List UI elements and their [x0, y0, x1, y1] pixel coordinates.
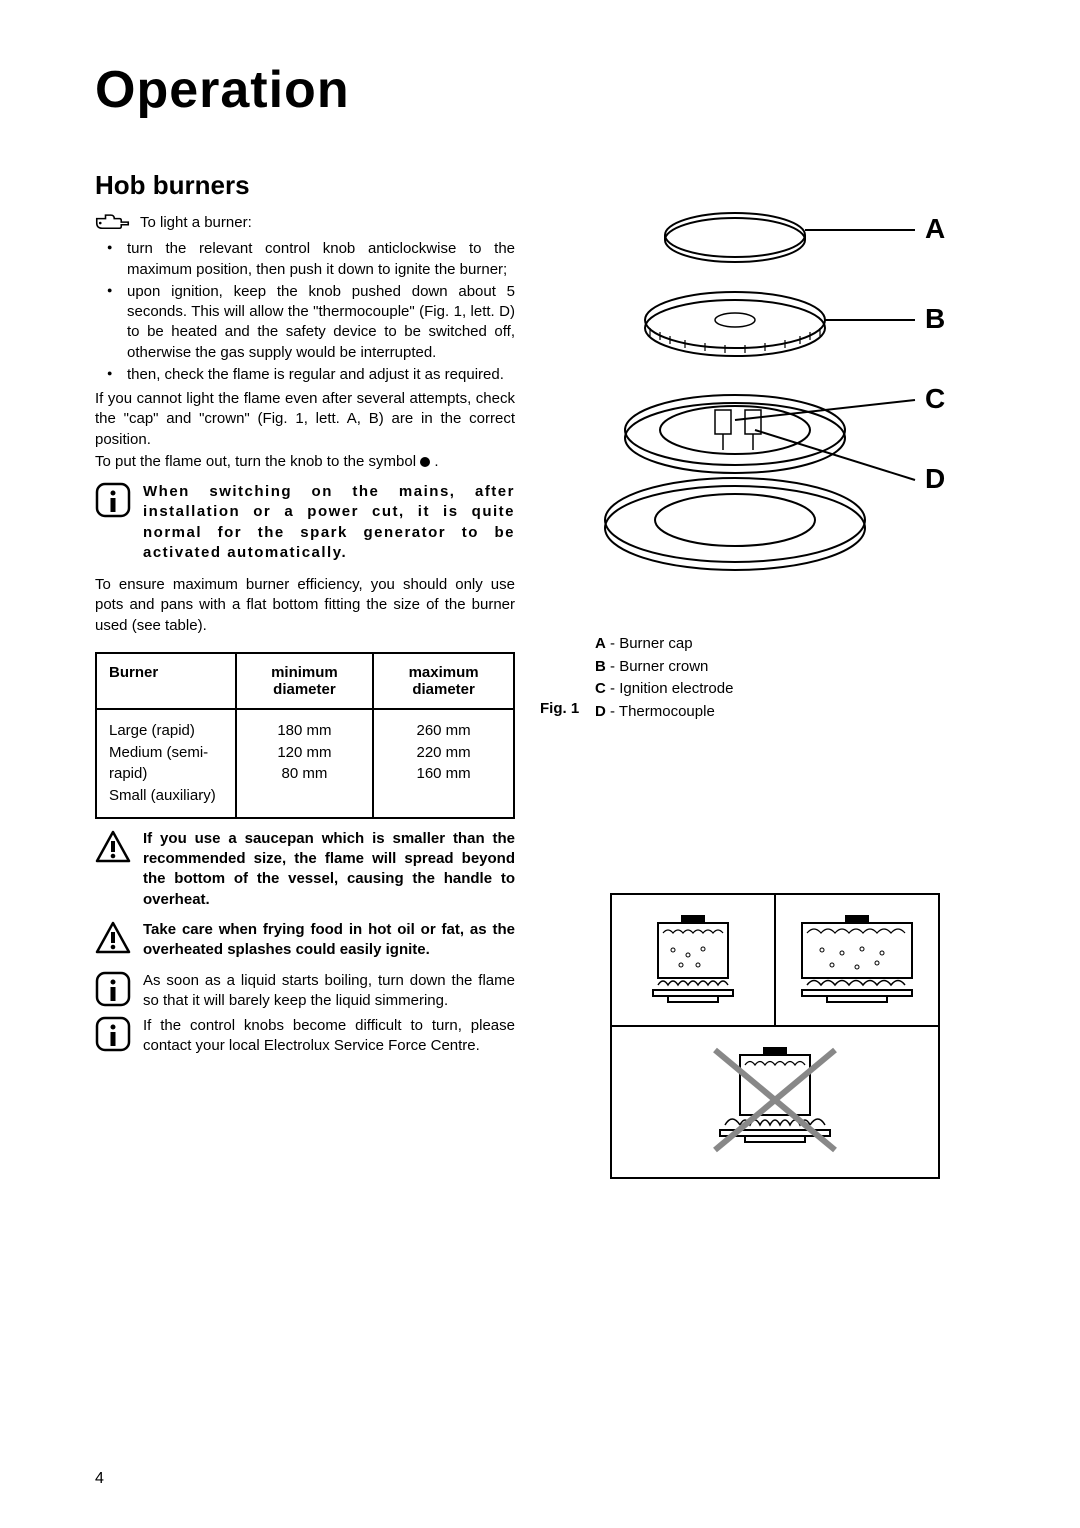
incorrect-pot: [700, 1035, 850, 1170]
warning-block: Take care when frying food in hot oil or…: [95, 920, 515, 961]
bullet-item: then, check the flame is regular and adj…: [107, 365, 515, 385]
pointer-text: To light a burner:: [140, 213, 252, 233]
pointer-hand-icon: [95, 213, 130, 233]
info-text: As soon as a liquid starts boiling, turn…: [143, 971, 515, 1012]
paragraph: To put the flame out, turn the knob to t…: [95, 452, 515, 472]
bullet-item: turn the relevant control knob anticlock…: [107, 239, 515, 280]
paragraph-text: To put the flame out, turn the knob to t…: [95, 453, 420, 470]
figure-legend: A - Burner cap B - Burner crown C - Igni…: [595, 633, 955, 723]
table-header: maximum diameter: [373, 653, 514, 709]
page-number: 4: [95, 1470, 104, 1488]
warning-icon: [95, 829, 131, 865]
burner-table: Burner minimum diameter maximum diameter…: [95, 652, 515, 819]
warning-icon: [95, 920, 131, 956]
warning-text: If you use a saucepan which is smaller t…: [143, 829, 515, 910]
table-cell: 260 mm 220 mm 160 mm: [373, 709, 514, 818]
legend-item: D - Thermocouple: [595, 701, 955, 724]
svg-text:A: A: [925, 213, 945, 244]
pointer-line: To light a burner:: [95, 213, 515, 233]
table-row: Large (rapid) Medium (semi-rapid) Small …: [96, 709, 514, 818]
info-text: When switching on the mains, after insta…: [143, 482, 515, 563]
left-column: Hob burners To light a burner: turn the …: [95, 170, 515, 1179]
info-block: If the control knobs become difficult to…: [95, 1016, 515, 1057]
info-icon: [95, 482, 131, 518]
bullet-list: turn the relevant control knob anticlock…: [95, 239, 515, 385]
table-header: minimum diameter: [236, 653, 373, 709]
paragraph: If you cannot light the flame even after…: [95, 389, 515, 450]
legend-item: A - Burner cap: [595, 633, 955, 656]
svg-text:D: D: [925, 463, 945, 494]
paragraph: To ensure maximum burner efficiency, you…: [95, 575, 515, 636]
burner-diagram: A B C D: [595, 180, 955, 610]
warning-text: Take care when frying food in hot oil or…: [143, 920, 515, 961]
page-title: Operation: [95, 60, 985, 120]
figure-label: Fig. 1: [540, 700, 579, 717]
info-block: As soon as a liquid starts boiling, turn…: [95, 971, 515, 1012]
correct-pot-large: [776, 895, 938, 1025]
correct-pot-small: [612, 895, 776, 1025]
table-cell: 180 mm 120 mm 80 mm: [236, 709, 373, 818]
info-block: When switching on the mains, after insta…: [95, 482, 515, 563]
svg-text:B: B: [925, 303, 945, 334]
pot-usage-figure: [610, 893, 940, 1179]
warning-block: If you use a saucepan which is smaller t…: [95, 829, 515, 910]
section-title: Hob burners: [95, 170, 515, 201]
table-cell: Large (rapid) Medium (semi-rapid) Small …: [96, 709, 236, 818]
figure-1: A B C D Fig. 1 A - Burner cap B - Burner…: [595, 180, 955, 723]
svg-text:C: C: [925, 383, 945, 414]
info-icon: [95, 971, 131, 1007]
bullet-item: upon ignition, keep the knob pushed down…: [107, 282, 515, 363]
info-text: If the control knobs become difficult to…: [143, 1016, 515, 1057]
content-columns: Hob burners To light a burner: turn the …: [95, 170, 985, 1179]
table-header: Burner: [96, 653, 236, 709]
legend-item: B - Burner crown: [595, 656, 955, 679]
info-icon: [95, 1016, 131, 1052]
legend-item: C - Ignition electrode: [595, 678, 955, 701]
off-symbol-icon: [420, 457, 430, 467]
right-column: A B C D Fig. 1 A - Burner cap B - Burner…: [565, 170, 985, 1179]
